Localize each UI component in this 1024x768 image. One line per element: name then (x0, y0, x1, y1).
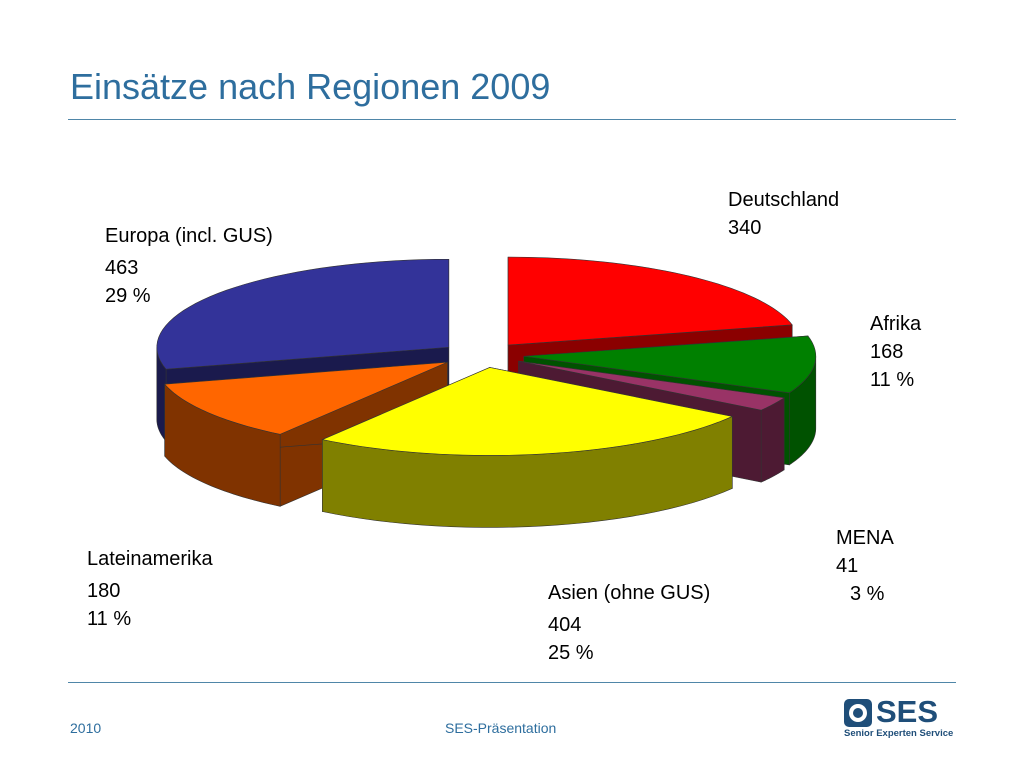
label-deutschland-value: 340 (728, 217, 762, 239)
label-lateinamerika-percent: 11 % (87, 608, 132, 630)
label-afrika: Afrika 168 11 % (870, 310, 921, 394)
label-asien-name: Asien (ohne GUS) (548, 582, 711, 604)
footer-year: 2010 (70, 720, 102, 736)
ses-logo-mark-icon (844, 699, 872, 727)
label-europa: Europa (incl. GUS) 463 29 % (105, 222, 273, 310)
label-mena-percent: 3 % (850, 583, 885, 605)
footer-title: SES-Präsentation (445, 720, 557, 736)
title-divider (68, 119, 956, 120)
label-lateinamerika-name: Lateinamerika (87, 548, 213, 570)
slice-afrika-top (523, 335, 817, 394)
label-asien-percent: 25 % (548, 642, 594, 664)
slice-europa-incl-gus-top (156, 258, 450, 370)
slice-mena-outer-face-0 (760, 397, 785, 483)
label-europa-name: Europa (incl. GUS) (105, 225, 273, 247)
label-asien-value: 404 (548, 614, 582, 636)
slice-mena-top (518, 360, 786, 411)
ses-logo-tagline: Senior Experten Service (844, 728, 954, 739)
label-lateinamerika-value: 180 (87, 580, 121, 602)
label-europa-value: 463 (105, 257, 139, 279)
label-afrika-value: 168 (870, 341, 904, 363)
slice-asien-ohne-gus-top (321, 367, 734, 456)
label-afrika-name: Afrika (870, 313, 922, 335)
slice-asien-ohne-gus (321, 366, 734, 528)
label-asien: Asien (ohne GUS) 404 25 % (548, 579, 710, 667)
ses-logo: SES Senior Experten Service (842, 694, 958, 741)
ses-logo-wordmark: SES (876, 694, 939, 729)
label-deutschland: Deutschland 340 (728, 186, 839, 242)
label-afrika-percent: 11 % (870, 369, 915, 391)
label-mena-name: MENA (836, 527, 894, 549)
slice-deutschland-top (507, 256, 793, 346)
slice-lateinamerika-top (164, 361, 448, 435)
footer-divider (68, 682, 956, 683)
slide-title: Einsätze nach Regionen 2009 (70, 66, 551, 107)
label-mena: MENA 41 3 % (836, 524, 894, 608)
label-mena-value: 41 (836, 555, 859, 577)
label-lateinamerika: Lateinamerika 180 11 % (87, 545, 213, 633)
label-europa-percent: 29 % (105, 285, 151, 307)
label-deutschland-name: Deutschland (728, 189, 840, 211)
